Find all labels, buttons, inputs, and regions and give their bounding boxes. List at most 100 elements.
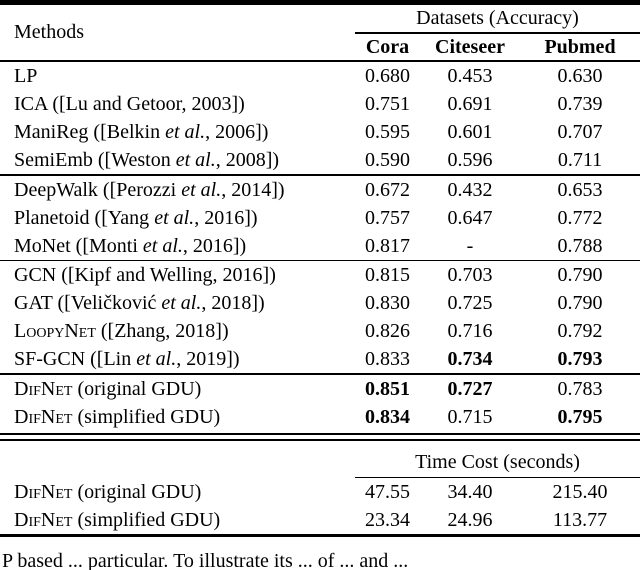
method-name-segment: DifNet (14, 377, 73, 400)
method-name: SemiEmb ([Weston et al., 2008]) (0, 146, 355, 174)
value-cell: 0.601 (447, 121, 493, 143)
time-cost-header: Time Cost (seconds) (0, 441, 640, 479)
table-row: MoNet ([Monti et al., 2016]) 0.817 - 0.788 (0, 232, 640, 260)
column-header-pubmed: Pubmed (544, 35, 616, 58)
value-cell: 0.653 (557, 178, 603, 201)
method-name: DifNet (simplified GDU) (0, 506, 355, 534)
method-name-segment: DifNet (14, 509, 73, 531)
table-row: DifNet (simplified GDU) 23.34 24.96 113.77 (0, 506, 640, 534)
value-cell: 0.734 (447, 348, 493, 370)
value-cell: 0.590 (365, 149, 410, 171)
time-underline-rule (355, 476, 640, 478)
method-name: GAT ([Veličković et al., 2018]) (0, 289, 355, 317)
value-cell: 0.725 (447, 292, 493, 314)
section-divider-rule (0, 373, 640, 375)
double-separator-rule (0, 432, 640, 441)
method-name-segment: , 2014]) (221, 178, 285, 201)
method-name-segment: , 2008]) (215, 149, 280, 171)
table-row: ManiReg ([Belkin et al., 2006]) 0.595 0.60… (0, 118, 640, 146)
value-cell: 0.707 (557, 121, 603, 143)
value-cell: 0.715 (447, 405, 493, 428)
method-name-segment: , 2016]) (182, 234, 247, 257)
value-cell: 0.727 (447, 377, 493, 400)
table-row: SF-GCN ([Lin et al., 2019]) 0.833 0.734 0.7… (0, 345, 640, 373)
method-name-segment: ([Zhang, 2018]) (95, 320, 229, 342)
method-name-segment: et al. (154, 206, 195, 229)
method-name: MoNet ([Monti et al., 2016]) (0, 232, 355, 260)
method-name-segment: , 2018]) (201, 292, 265, 314)
method-name-segment: et al. (165, 121, 206, 143)
value-cell: 0.595 (365, 121, 410, 143)
methods-header-label: Methods (14, 21, 84, 43)
value-cell: 47.55 (365, 481, 410, 503)
method-name: DifNet (simplified GDU) (0, 403, 355, 431)
time-header-spacer (0, 447, 355, 479)
method-name-segment: DeepWalk ([Perozzi (14, 178, 182, 201)
value-cell: 24.96 (447, 509, 493, 531)
value-cell: 0.830 (365, 292, 410, 314)
method-name-segment: et al. (142, 234, 183, 257)
method-name-segment: DifNet (14, 481, 73, 503)
value-cell: 23.34 (365, 509, 410, 531)
value-cell: 0.792 (557, 320, 603, 342)
value-cell: 0.711 (557, 149, 603, 171)
method-name-segment: SemiEmb ([Weston (14, 149, 176, 171)
method-name-segment: GCN ([Kipf and Welling, 2016]) (14, 264, 276, 286)
value-cell: 0.772 (557, 206, 603, 229)
value-cell: 0.703 (447, 264, 493, 286)
value-cell: 0.739 (557, 93, 603, 115)
method-name-segment: SF-GCN ([Lin (14, 348, 137, 370)
table-row: GAT ([Veličković et al., 2018]) 0.830 0.72… (0, 289, 640, 317)
time-cost-table-body: DifNet (original GDU) 47.55 34.40 215.40 Dif… (0, 478, 640, 534)
methods-column-header: Methods (0, 5, 355, 60)
value-cell: 0.817 (365, 234, 410, 257)
datasets-group-label: Datasets (Accuracy) (416, 7, 579, 29)
method-name-segment: LP (14, 65, 38, 87)
method-name-segment: MoNet ([Monti (14, 234, 143, 257)
value-cell: 0.783 (557, 377, 603, 400)
method-name: LP (0, 62, 355, 90)
method-name-segment: et al. (161, 292, 202, 314)
method-name-segment: (original GDU) (72, 481, 202, 503)
method-name: LoopyNet ([Zhang, 2018]) (0, 317, 355, 345)
value-cell: 34.40 (447, 481, 493, 503)
value-cell: 0.833 (365, 348, 410, 370)
method-name: GCN ([Kipf and Welling, 2016]) (0, 261, 355, 289)
method-name-segment: GAT ([Veličković (14, 292, 162, 314)
value-cell: 0.680 (365, 65, 410, 87)
column-header-cora: Cora (365, 35, 410, 58)
method-name: DeepWalk ([Perozzi et al., 2014]) (0, 176, 355, 204)
datasets-header-group: Datasets (Accuracy) Cora Citeseer Pubmed (355, 5, 640, 60)
section-divider-rule (0, 174, 640, 176)
value-cell: 0.716 (447, 320, 493, 342)
table-row: LP 0.680 0.453 0.630 (0, 62, 640, 90)
value-cell: 0.815 (365, 264, 410, 286)
method-name: ManiReg ([Belkin et al., 2006]) (0, 118, 355, 146)
method-name-segment: et al. (175, 149, 216, 171)
value-cell: 0.851 (365, 377, 410, 400)
method-name: DifNet (original GDU) (0, 478, 355, 506)
value-cell: 0.672 (365, 178, 410, 201)
table-row: SemiEmb ([Weston et al., 2008]) 0.590 0.59… (0, 146, 640, 174)
value-cell: 0.453 (447, 65, 493, 87)
method-name-segment: ManiReg ([Belkin (14, 121, 166, 143)
bottom-rule (0, 534, 640, 537)
value-cell: 0.834 (365, 405, 410, 428)
method-name-segment: , 2019]) (176, 348, 240, 370)
value-cell: 0.647 (447, 206, 493, 229)
value-cell: 215.40 (552, 481, 608, 503)
value-cell: 0.793 (557, 348, 603, 370)
value-cell: 113.77 (552, 509, 608, 531)
value-cell: 0.751 (365, 93, 410, 115)
table-row: Planetoid ([Yang et al., 2016]) 0.757 0.64… (0, 204, 640, 232)
value-cell: 0.788 (557, 234, 603, 257)
method-name-segment: (simplified GDU) (72, 509, 221, 531)
method-name-segment: et al. (181, 178, 222, 201)
value-cell: - (466, 234, 474, 257)
value-cell: 0.795 (557, 405, 603, 428)
top-rule (0, 0, 640, 5)
column-header-citeseer: Citeseer (435, 35, 505, 58)
method-name-segment: LoopyNet (14, 320, 96, 342)
method-name-segment: DifNet (14, 405, 73, 428)
time-cost-label: Time Cost (seconds) (415, 450, 580, 473)
